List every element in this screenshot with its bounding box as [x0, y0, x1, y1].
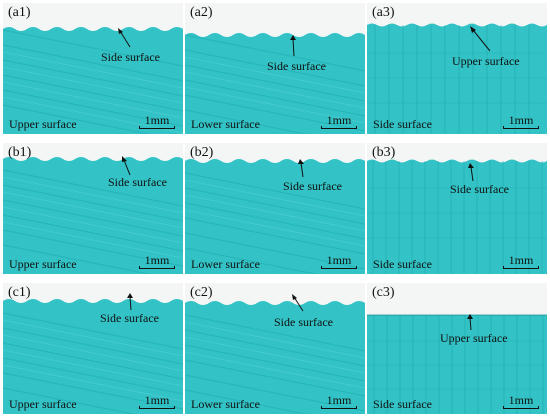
micrograph-image — [3, 143, 183, 274]
surface-label: Lower surface — [191, 117, 260, 131]
panel-label: (b3) — [372, 145, 396, 160]
annotation-label: Side surface — [450, 182, 509, 196]
panel-label: (c2) — [190, 285, 213, 300]
annotation-label: Side surface — [108, 175, 167, 189]
panel-c1: (c1) Side surface Upper surface 1mm — [3, 283, 183, 414]
panel-b2: (b2) Side surface Lower surface 1mm — [185, 143, 365, 274]
annotation-label: Upper surface — [452, 54, 520, 68]
surface-label: Side surface — [373, 257, 432, 271]
panel-a3: (a3) Upper surface Side surface 1mm — [367, 3, 547, 134]
scale-bar: 1mm — [321, 114, 357, 130]
scale-bar-line — [321, 266, 357, 269]
scale-bar-line — [503, 126, 539, 129]
scale-bar-line — [321, 126, 357, 129]
scale-bar: 1mm — [503, 254, 539, 270]
micrograph-image — [185, 283, 365, 414]
annotation-label: Side surface — [283, 179, 342, 193]
scale-bar-line — [139, 406, 175, 409]
micrograph-image — [185, 143, 365, 274]
panel-c3: (c3) Upper surface Side surface 1mm — [367, 283, 547, 414]
scale-bar-line — [139, 266, 175, 269]
annotation-label: Upper surface — [440, 331, 508, 345]
scale-bar-line — [321, 406, 357, 409]
annotation-label: Side surface — [100, 311, 159, 325]
panel-label: (a2) — [190, 5, 213, 20]
micrograph-image — [185, 3, 365, 134]
panel-label: (c3) — [372, 285, 395, 300]
panel-label: (b1) — [8, 145, 32, 160]
micrograph-image — [3, 3, 183, 134]
scale-bar-label: 1mm — [326, 253, 352, 267]
scale-bar: 1mm — [139, 254, 175, 270]
surface-label: Lower surface — [191, 257, 260, 271]
scale-bar-label: 1mm — [144, 113, 170, 127]
micrograph-image — [367, 143, 547, 274]
surface-label: Lower surface — [191, 397, 260, 411]
scale-bar-label: 1mm — [144, 393, 170, 407]
surface-label: Upper surface — [9, 257, 77, 271]
surface-label: Side surface — [373, 117, 432, 131]
surface-label: Upper surface — [9, 117, 77, 131]
scale-bar: 1mm — [139, 394, 175, 410]
scale-bar-label: 1mm — [326, 393, 352, 407]
scale-bar-label: 1mm — [326, 113, 352, 127]
scale-bar-label: 1mm — [144, 253, 170, 267]
scale-bar-line — [503, 266, 539, 269]
surface-label: Upper surface — [9, 397, 77, 411]
scale-bar-label: 1mm — [508, 393, 534, 407]
scale-bar-label: 1mm — [508, 253, 534, 267]
scale-bar: 1mm — [503, 394, 539, 410]
scale-bar: 1mm — [321, 394, 357, 410]
annotation-label: Side surface — [274, 315, 333, 329]
panel-a2: (a2) Side surface Lower surface 1mm — [185, 3, 365, 134]
micrograph-image — [367, 3, 547, 134]
annotation-label: Side surface — [267, 59, 326, 73]
panel-label: (b2) — [190, 145, 214, 160]
panel-a1: (a1) Side surface Upper surface 1mm — [3, 3, 183, 134]
micrograph-image — [3, 283, 183, 414]
scale-bar-line — [139, 126, 175, 129]
micrograph-image — [367, 283, 547, 414]
panel-label: (a1) — [8, 5, 31, 20]
panel-b1: (b1) Side surface Upper surface 1mm — [3, 143, 183, 274]
panel-c2: (c2) Side surface Lower surface 1mm — [185, 283, 365, 414]
scale-bar: 1mm — [139, 114, 175, 130]
surface-label: Side surface — [373, 397, 432, 411]
scale-bar: 1mm — [503, 114, 539, 130]
panel-b3: (b3) Side surface Side surface 1mm — [367, 143, 547, 274]
scale-bar-label: 1mm — [508, 113, 534, 127]
scale-bar: 1mm — [321, 254, 357, 270]
scale-bar-line — [503, 406, 539, 409]
panel-label: (a3) — [372, 5, 395, 20]
annotation-label: Side surface — [101, 50, 160, 64]
panel-label: (c1) — [8, 285, 31, 300]
